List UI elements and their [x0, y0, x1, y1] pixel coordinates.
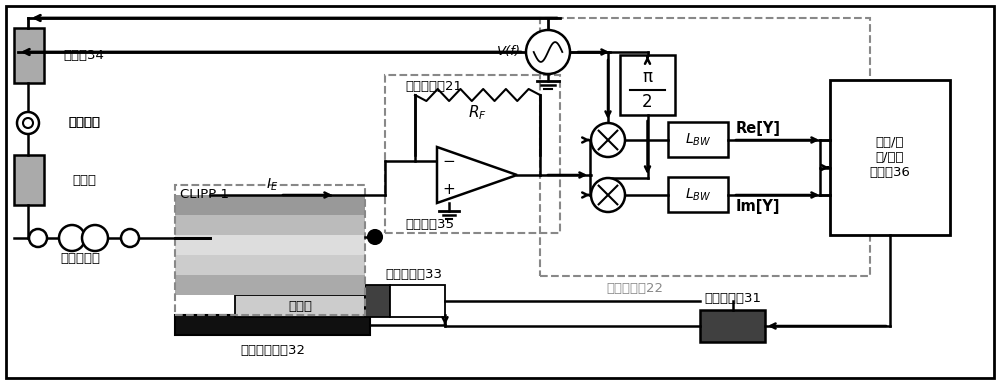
Text: Re[Y]: Re[Y] — [736, 121, 781, 136]
Text: 比例/微
分/积分
调节器36: 比例/微 分/积分 调节器36 — [870, 136, 910, 179]
Bar — [175, 255, 365, 275]
Circle shape — [591, 123, 625, 157]
Bar — [175, 315, 370, 335]
Text: −: − — [443, 154, 455, 169]
Text: 单模光纤: 单模光纤 — [68, 116, 100, 129]
Bar — [175, 275, 365, 295]
Text: 跨阻放大器21: 跨阻放大器21 — [405, 81, 462, 93]
Text: 光功率计35: 光功率计35 — [406, 218, 454, 232]
Text: CLIPP 1: CLIPP 1 — [180, 189, 229, 202]
Circle shape — [17, 112, 39, 134]
Bar — [14, 28, 44, 83]
Text: $R_F$: $R_F$ — [468, 104, 487, 122]
Text: $L_{BW}$: $L_{BW}$ — [685, 186, 711, 203]
Circle shape — [82, 225, 108, 251]
Text: 激光器34: 激光器34 — [64, 49, 104, 62]
Text: π: π — [642, 68, 653, 86]
Bar — [620, 55, 675, 115]
Circle shape — [23, 118, 33, 128]
Text: 单模光纯: 单模光纯 — [68, 116, 100, 129]
Bar — [175, 215, 365, 235]
Circle shape — [59, 225, 85, 251]
Bar — [14, 155, 44, 205]
Text: 偏振控制器: 偏振控制器 — [60, 252, 100, 265]
Text: 2: 2 — [642, 93, 653, 111]
Bar — [385, 75, 560, 233]
Text: 衰减器: 衰减器 — [72, 174, 96, 187]
Bar — [700, 310, 765, 342]
Circle shape — [121, 229, 139, 247]
Bar — [540, 18, 870, 276]
Circle shape — [29, 229, 47, 247]
Bar — [390, 285, 445, 317]
Text: 温度传感器33: 温度传感器33 — [385, 268, 442, 281]
Bar — [830, 80, 950, 235]
Bar — [175, 185, 365, 315]
Text: 半导体制冷器32: 半导体制冷器32 — [240, 344, 305, 356]
Text: +: + — [443, 182, 455, 197]
Bar — [175, 195, 365, 215]
Circle shape — [526, 30, 570, 74]
Text: 样品台: 样品台 — [288, 300, 312, 313]
Text: $I_E$: $I_E$ — [266, 177, 278, 193]
Circle shape — [591, 178, 625, 212]
Bar — [668, 177, 728, 212]
Circle shape — [368, 230, 382, 244]
Bar — [668, 122, 728, 157]
Text: 温度控制仪31: 温度控制仪31 — [704, 291, 761, 305]
Text: 锁相放大器22: 锁相放大器22 — [606, 281, 664, 295]
Text: $L_{BW}$: $L_{BW}$ — [685, 131, 711, 148]
Bar — [175, 235, 365, 255]
Text: Im[Y]: Im[Y] — [736, 200, 780, 215]
Text: V(f): V(f) — [497, 45, 521, 58]
Bar — [365, 285, 390, 317]
Bar — [235, 295, 365, 317]
Polygon shape — [437, 147, 517, 203]
